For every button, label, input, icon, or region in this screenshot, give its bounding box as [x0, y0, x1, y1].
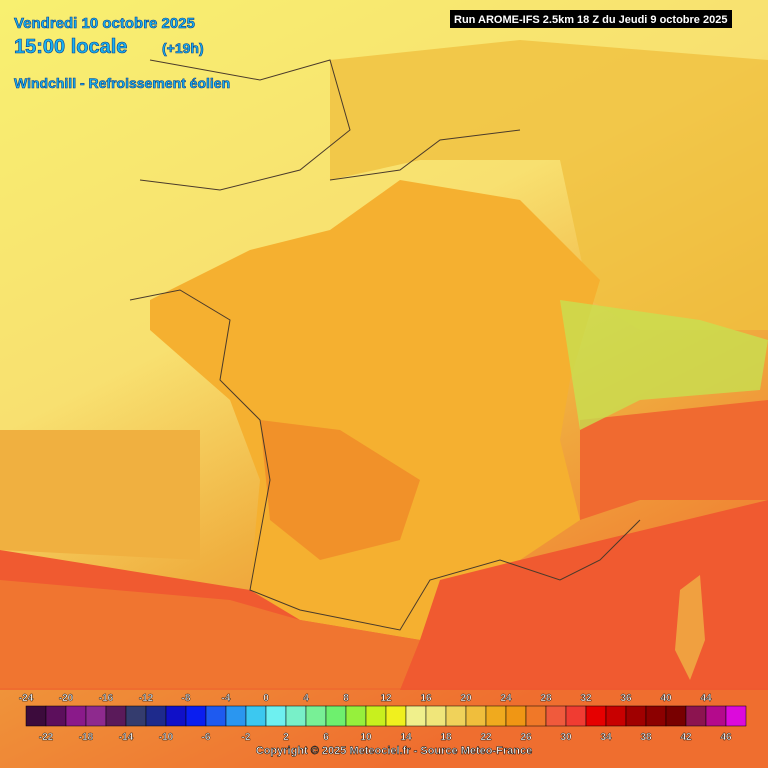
legend-area	[0, 688, 768, 768]
legend-swatch	[305, 705, 327, 727]
legend-label: 36	[620, 693, 632, 704]
legend-label: 30	[560, 732, 572, 743]
alps-south	[580, 400, 768, 520]
legend-swatch	[545, 705, 567, 727]
legend-swatch	[605, 705, 627, 727]
legend-label: 26	[520, 732, 532, 743]
legend-swatch	[225, 705, 247, 727]
legend-swatch	[445, 705, 467, 727]
legend-swatch	[185, 705, 207, 727]
legend-label: 28	[540, 693, 552, 704]
legend-swatch	[285, 705, 307, 727]
legend-swatch	[85, 705, 107, 727]
legend-swatch	[405, 705, 427, 727]
legend-label: 34	[600, 732, 612, 743]
legend-swatch	[245, 705, 267, 727]
legend-label: -18	[79, 732, 94, 743]
warm-southwest	[260, 420, 420, 560]
legend-label: 14	[400, 732, 412, 743]
legend-label: -4	[222, 693, 231, 704]
legend-swatch	[385, 705, 407, 727]
legend-swatch	[125, 705, 147, 727]
alps	[560, 300, 768, 430]
land-north	[330, 40, 768, 330]
legend-swatch	[465, 705, 487, 727]
legend-label: 38	[640, 732, 652, 743]
legend-label: 32	[580, 693, 592, 704]
legend-swatch	[725, 705, 747, 727]
legend-swatch	[665, 705, 687, 727]
legend-swatch	[165, 705, 187, 727]
legend-swatch	[365, 705, 387, 727]
legend-swatch	[205, 705, 227, 727]
legend-label: 0	[263, 693, 269, 704]
legend-label: 20	[460, 693, 472, 704]
legend-label: -12	[139, 693, 154, 704]
run-box	[450, 10, 732, 28]
legend-label: 16	[420, 693, 432, 704]
legend-label: -24	[19, 693, 34, 704]
copyright: Copyright © 2025 Meteociel.fr - Source M…	[256, 745, 532, 757]
legend-swatch	[525, 705, 547, 727]
legend-swatch	[105, 705, 127, 727]
legend-swatch	[425, 705, 447, 727]
legend-label: 6	[323, 732, 329, 743]
legend-swatch	[65, 705, 87, 727]
legend-label: 44	[700, 693, 712, 704]
legend-swatch	[625, 705, 647, 727]
legend-swatch	[505, 705, 527, 727]
legend-swatch	[25, 705, 47, 727]
iberia	[0, 580, 420, 690]
legend-label: -22	[39, 732, 54, 743]
legend-swatch	[565, 705, 587, 727]
legend-swatch	[645, 705, 667, 727]
legend-label: -8	[182, 693, 191, 704]
legend-swatch	[705, 705, 727, 727]
legend-swatch	[265, 705, 287, 727]
legend-swatch	[485, 705, 507, 727]
date: Vendredi 10 octobre 2025	[14, 15, 195, 32]
legend-label: -16	[99, 693, 114, 704]
coastline	[129, 129, 641, 631]
legend-swatch	[325, 705, 347, 727]
legend-label: -6	[202, 732, 211, 743]
legend-label: 10	[360, 732, 372, 743]
legend-label: -10	[159, 732, 174, 743]
legend-label: 2	[283, 732, 289, 743]
legend-label: 8	[343, 693, 349, 704]
uk-coastline	[139, 59, 351, 191]
legend-swatch	[685, 705, 707, 727]
legend-label: 18	[440, 732, 452, 743]
legend-label: 42	[680, 732, 692, 743]
legend-label: 40	[660, 693, 672, 704]
legend-swatch	[45, 705, 67, 727]
france-land	[150, 180, 600, 640]
corsica	[675, 575, 705, 680]
legend-label: 46	[720, 732, 732, 743]
run-info: Run AROME-IFS 2.5km 18 Z du Jeudi 9 octo…	[454, 14, 727, 26]
legend-swatch	[585, 705, 607, 727]
legend-label: 22	[480, 732, 492, 743]
time: 15:00 locale	[14, 36, 127, 58]
legend-swatch	[345, 705, 367, 727]
atlantic	[0, 430, 200, 560]
legend: -24 -20 -16 -12 -8 -4 0 4 8 12 16 20 24 28 32 36 40 44-22…	[19, 693, 747, 743]
legend-label: 4	[303, 693, 309, 704]
legend-label: 24	[500, 693, 512, 704]
parameter: Windchill - Refroissement éolien	[14, 75, 230, 91]
lead-time: (+19h)	[162, 40, 204, 56]
legend-label: 12	[380, 693, 392, 704]
legend-label: -20	[59, 693, 74, 704]
legend-label: -14	[119, 732, 134, 743]
legend-swatch	[145, 705, 167, 727]
legend-label: -2	[242, 732, 251, 743]
